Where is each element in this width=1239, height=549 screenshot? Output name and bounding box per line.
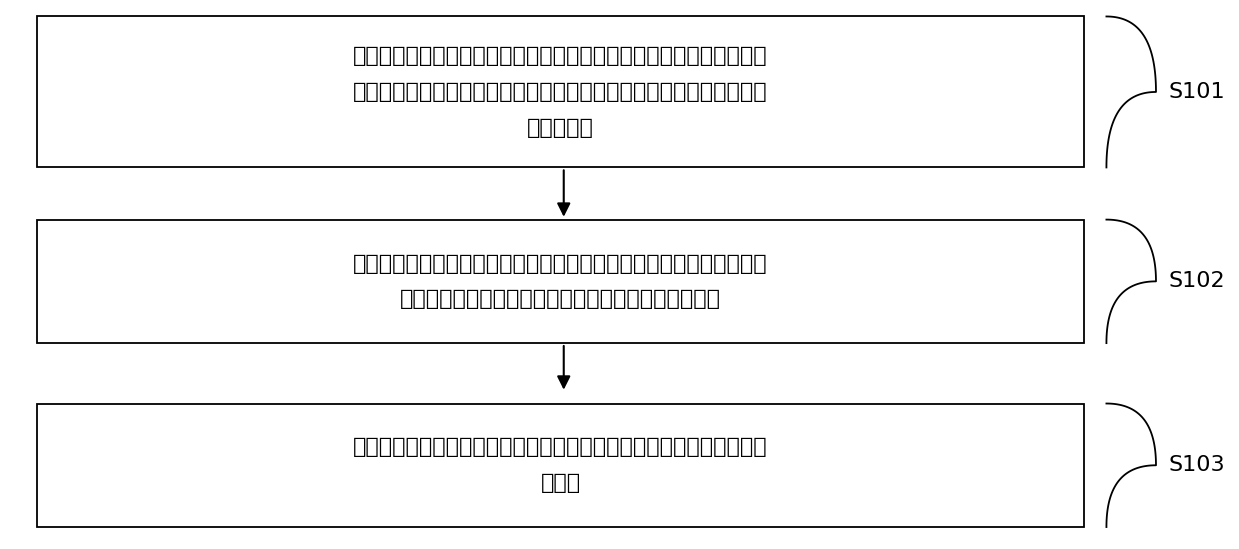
FancyBboxPatch shape xyxy=(37,404,1084,527)
Text: 获取生理信号波形，并对所述生理信号波形进行信号分段处理，得到所: 获取生理信号波形，并对所述生理信号波形进行信号分段处理，得到所 xyxy=(353,46,768,66)
FancyBboxPatch shape xyxy=(37,16,1084,167)
Text: 模型进行处理，得到所述生理信号波形对应的函数参数: 模型进行处理，得到所述生理信号波形对应的函数参数 xyxy=(400,289,721,309)
Text: 将所述生理信号波形对应的分段信号波形输入至已训练的函数参数生成: 将所述生理信号波形对应的分段信号波形输入至已训练的函数参数生成 xyxy=(353,254,768,273)
Text: 根据所述函数参数进行波形重构，得到所述生理信号波形对应的连续血: 根据所述函数参数进行波形重构，得到所述生理信号波形对应的连续血 xyxy=(353,438,768,457)
Text: S103: S103 xyxy=(1168,455,1225,475)
Text: 备采集得到: 备采集得到 xyxy=(528,117,593,138)
Text: 压波形: 压波形 xyxy=(540,473,581,493)
FancyBboxPatch shape xyxy=(37,220,1084,343)
Text: S102: S102 xyxy=(1168,271,1225,292)
Text: S101: S101 xyxy=(1168,82,1225,102)
Text: 述生理信号波形对应的分段信号波形；所述生理信号波形由信号采集设: 述生理信号波形对应的分段信号波形；所述生理信号波形由信号采集设 xyxy=(353,82,768,102)
